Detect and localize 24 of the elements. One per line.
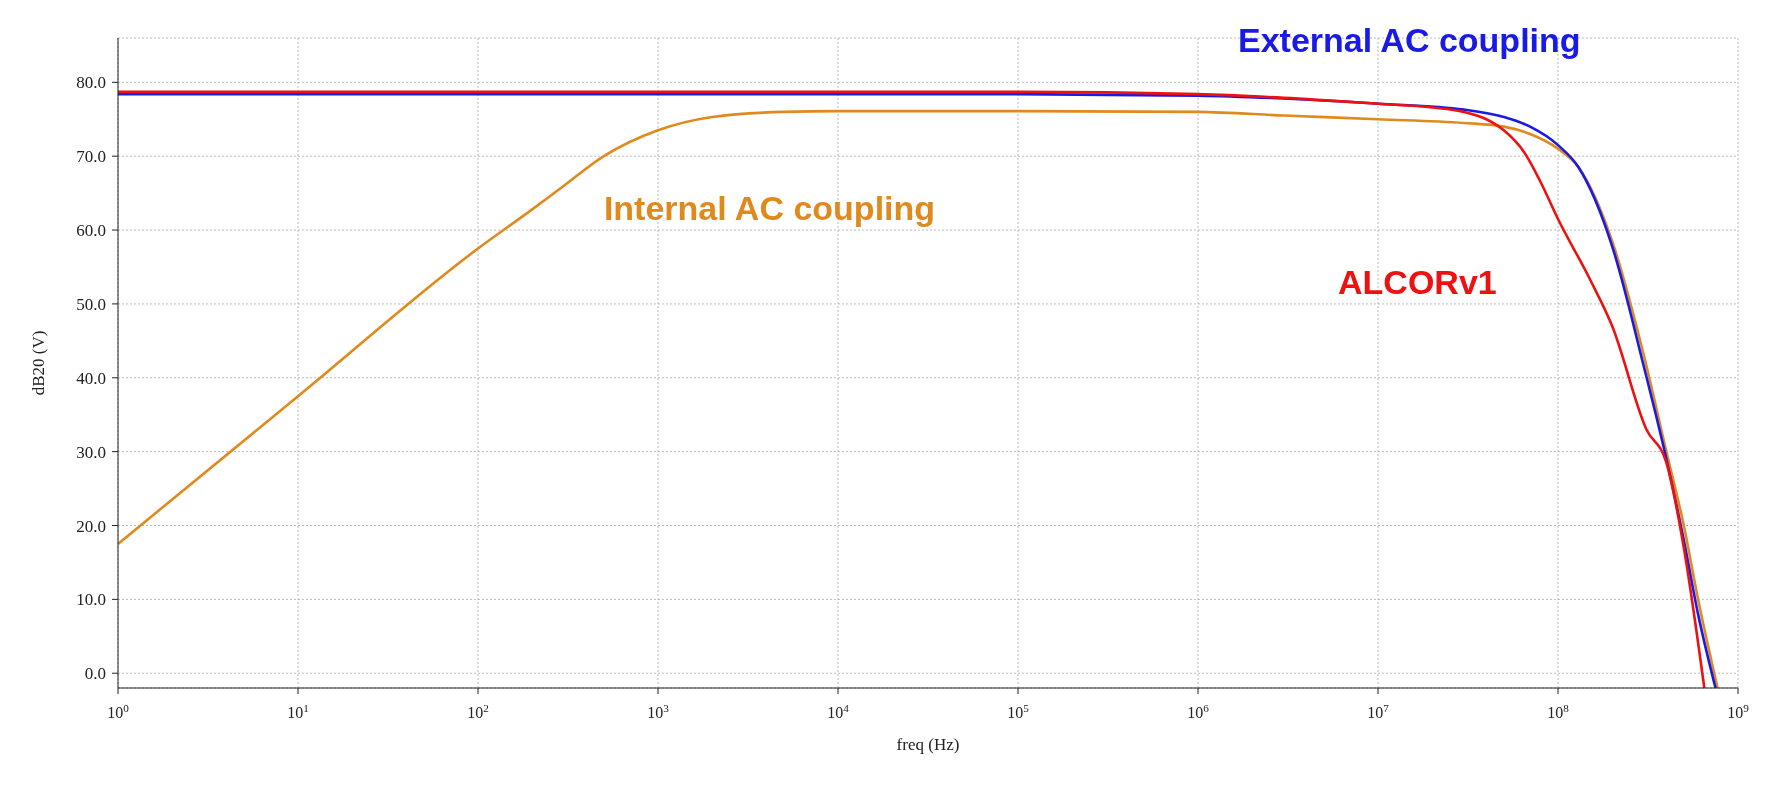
x-axis-title: freq (Hz) bbox=[896, 735, 960, 754]
y-tick-label: 30.0 bbox=[76, 442, 106, 462]
y-tick-label: 0.0 bbox=[84, 664, 106, 684]
x-tick-label: 10$^{7}$ bbox=[1367, 702, 1390, 721]
y-axis-title: dB20 (V) bbox=[29, 330, 49, 396]
x-tick-label: 10$^{2}$ bbox=[467, 702, 489, 721]
y-tick-label: 70.0 bbox=[76, 147, 106, 167]
y-tick-label: 60.0 bbox=[76, 221, 106, 241]
y-tick-label: 20.0 bbox=[76, 516, 106, 536]
series-label: Internal AC coupling bbox=[603, 188, 936, 227]
text: ALCORv1 bbox=[1338, 262, 1497, 301]
x-tick-label: 10$^{1}$ bbox=[287, 702, 309, 721]
x-tick-label: 10$^{3}$ bbox=[647, 702, 670, 721]
y-tick-label: 80.0 bbox=[76, 73, 106, 93]
x-tick-label: 10$^{9}$ bbox=[1727, 702, 1750, 721]
x-tick-label: 10$^{6}$ bbox=[1187, 702, 1210, 721]
x-tick-label: 10$^{5}$ bbox=[1007, 702, 1030, 721]
series-label: External AC coupling bbox=[1238, 20, 1581, 59]
y-tick-label: 40.0 bbox=[76, 368, 106, 388]
y-tick-label: 10.0 bbox=[76, 590, 106, 610]
y-tick-label: 50.0 bbox=[76, 294, 106, 314]
x-tick-label: 10$^{0}$ bbox=[107, 702, 130, 721]
x-tick-label: 10$^{4}$ bbox=[827, 702, 850, 721]
x-tick-label: 10$^{8}$ bbox=[1547, 702, 1570, 721]
